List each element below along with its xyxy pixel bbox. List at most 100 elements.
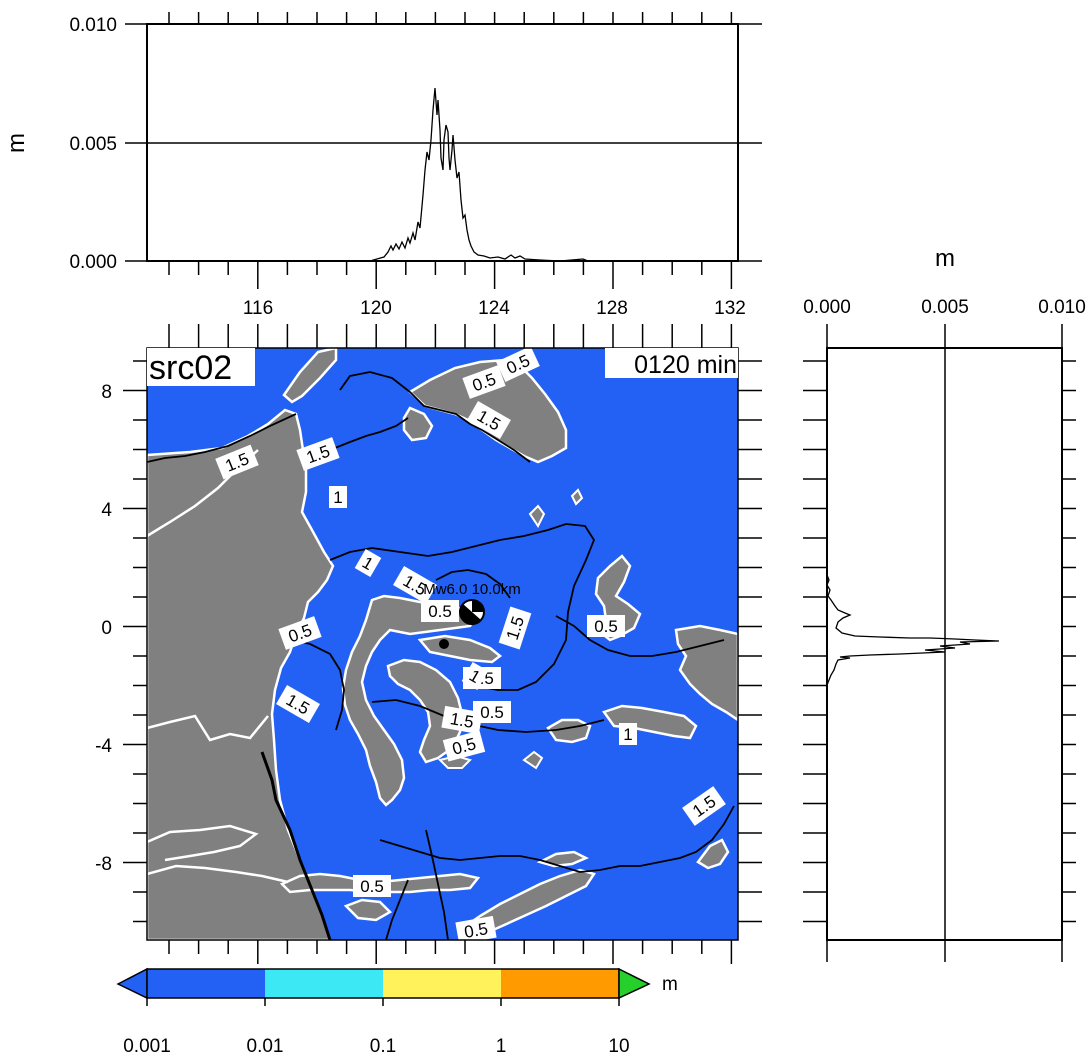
top-profile-x-ticks — [168, 12, 733, 289]
map-y-ticks — [123, 360, 762, 923]
side-profile-trace — [826, 348, 1000, 940]
side-profile-x-tick-label: 0.010 — [1038, 297, 1086, 318]
map-lat-tick-label: 4 — [101, 500, 112, 521]
svg-text:0.5: 0.5 — [594, 617, 618, 636]
land-sulawesi-southeast-arm — [386, 658, 464, 764]
side-profile-y-ticks — [803, 360, 1076, 923]
colorbar-segment — [383, 969, 501, 998]
contour-label: 1.5 — [441, 705, 483, 735]
side-profile-x-tick-label: 0.000 — [803, 297, 851, 318]
contour-label: 0.5 — [455, 915, 497, 942]
land-aru — [696, 838, 730, 870]
top-profile-panel: 0.010 0.005 0.000 m 116 120 124 128 132 — [3, 12, 762, 319]
contour-label: 1.5 — [215, 444, 259, 480]
black-contour — [379, 805, 735, 873]
black-contour — [371, 699, 605, 733]
contour-label: 1 — [354, 548, 382, 578]
white-contour — [147, 714, 269, 742]
contour-label: 0.5 — [473, 701, 511, 723]
map-lat-tick-label: -4 — [95, 736, 112, 757]
svg-text:0.5: 0.5 — [480, 703, 504, 722]
colorbar-segment — [147, 969, 265, 998]
top-profile-x-tick-label: 128 — [596, 298, 628, 319]
black-contour — [260, 751, 332, 940]
event-label: Mw6.0 10.0km — [423, 581, 521, 598]
contour-label: 0.5 — [353, 875, 391, 897]
svg-text:0.5: 0.5 — [360, 877, 384, 896]
colorbar-over-arrow — [618, 967, 651, 1000]
land-islet — [570, 488, 584, 506]
map-panel: 0.51.51.510.51.510.51.50.51.50.51.511.50… — [95, 324, 762, 964]
top-profile-x-tick-label: 116 — [243, 298, 273, 319]
side-profile-x-unit: m — [935, 245, 955, 272]
colorbar-segments — [146, 968, 620, 999]
contour-label: 1 — [329, 486, 347, 508]
contour-label: 0.5 — [587, 615, 625, 637]
svg-text:1.5: 1.5 — [449, 709, 476, 732]
colorbar-tick-label: 1 — [496, 1036, 507, 1057]
land-timor — [456, 868, 596, 936]
black-contour — [435, 569, 511, 599]
top-profile-x-tick-label: 124 — [478, 298, 510, 319]
contour-label: 0.5 — [442, 730, 486, 762]
colorbar: 0.001 0.01 0.1 1 10 m — [116, 967, 678, 1057]
black-contour — [329, 523, 596, 691]
land-wetar — [536, 850, 589, 868]
top-profile-y-tick-label: 0.005 — [69, 134, 117, 155]
contour-labels: 0.51.51.510.51.510.51.50.51.50.51.511.50… — [215, 348, 726, 942]
black-contour — [385, 879, 409, 940]
colorbar-ticks — [146, 998, 620, 1006]
side-profile-x-ticks — [826, 324, 1063, 962]
black-contour — [555, 615, 725, 657]
source-label: src02 — [149, 349, 232, 387]
contour-label: 1.5 — [393, 565, 437, 605]
colorbar-segment — [501, 969, 619, 998]
top-profile-x-tick-label: 132 — [714, 298, 746, 319]
colorbar-tick-label: 0.001 — [123, 1036, 171, 1057]
land-new-guinea — [674, 624, 738, 722]
contour-label: 1 — [619, 723, 637, 745]
black-contour — [339, 371, 531, 463]
white-contour — [147, 824, 259, 862]
land-palawan — [282, 348, 338, 404]
map-lat-tick-label: -8 — [95, 854, 112, 875]
contour-label: 0.5 — [421, 600, 459, 622]
colorbar-tick-label: 0.01 — [247, 1036, 284, 1057]
side-profile-x-tick-label: 0.005 — [921, 297, 969, 318]
colorbar-tick-label: 10 — [608, 1036, 629, 1057]
epicenter-dot — [439, 639, 449, 649]
svg-text:0.5: 0.5 — [428, 602, 452, 621]
top-profile-y-ticks — [125, 23, 762, 262]
top-profile-trace — [147, 87, 738, 262]
top-profile-x-tick-label: 120 — [360, 298, 392, 319]
land-islet — [528, 504, 546, 528]
svg-text:1: 1 — [333, 488, 342, 507]
svg-text:1: 1 — [623, 725, 632, 744]
black-contour — [147, 413, 297, 463]
colorbar-under-arrow — [116, 967, 148, 1000]
top-profile-y-tick-label: 0.010 — [69, 15, 117, 36]
source-label-box — [147, 348, 255, 386]
colorbar-tick-label: 0.1 — [370, 1036, 396, 1057]
colorbar-segment — [265, 969, 383, 998]
svg-text:0.5: 0.5 — [463, 919, 490, 942]
contour-label: 1.5 — [296, 437, 340, 471]
white-contour — [147, 864, 289, 884]
epicenter-beachball — [459, 599, 485, 625]
time-label-box — [605, 348, 738, 378]
map-lat-tick-label: 0 — [101, 618, 112, 639]
land-sumba — [343, 898, 393, 922]
black-contour — [293, 639, 345, 731]
side-profile-panel: 0.000 0.005 0.010 m — [803, 245, 1086, 962]
top-profile-y-tick-label: 0.000 — [69, 252, 117, 273]
top-profile-y-unit: m — [3, 133, 30, 153]
map-lat-tick-label: 8 — [101, 382, 112, 403]
time-label: 0120 min — [634, 351, 737, 379]
contour-label: 1 — [461, 661, 489, 691]
map-x-ticks — [168, 324, 733, 964]
colorbar-unit: m — [662, 974, 678, 995]
map-frame — [146, 347, 739, 941]
land-islet — [522, 750, 544, 770]
black-contour — [425, 829, 449, 940]
